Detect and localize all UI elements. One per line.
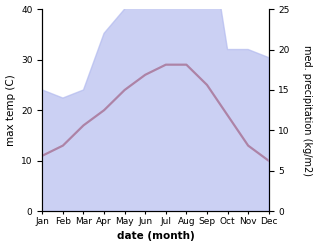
- Y-axis label: max temp (C): max temp (C): [5, 74, 16, 146]
- X-axis label: date (month): date (month): [117, 231, 194, 242]
- Y-axis label: med. precipitation (kg/m2): med. precipitation (kg/m2): [302, 45, 313, 176]
